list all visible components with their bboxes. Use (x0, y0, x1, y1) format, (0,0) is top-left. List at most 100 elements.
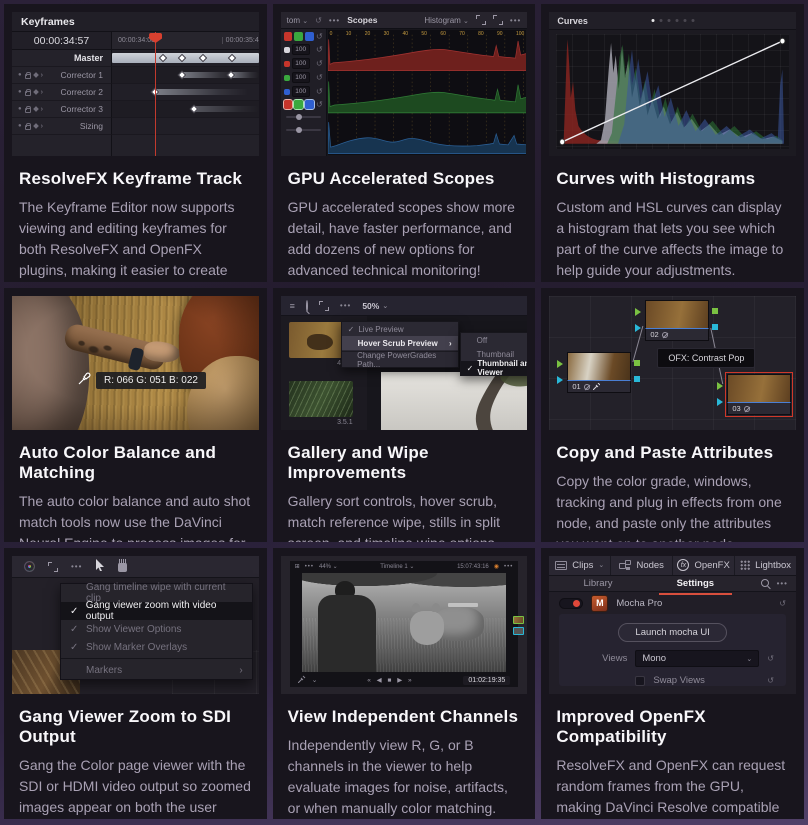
node-03-selected[interactable]: 03 (725, 372, 794, 417)
track-lane[interactable] (112, 101, 259, 118)
track-icons[interactable]: ● › (12, 122, 43, 130)
hand-tool-icon[interactable] (118, 558, 128, 572)
menu-item-show-viewer-options[interactable]: ✓ Show Viewer Options (70, 623, 182, 635)
track-row-corrector3[interactable]: ● › Corrector 3 (12, 101, 259, 118)
options-icon[interactable]: ••• (504, 563, 514, 570)
color-wheel-icon[interactable] (24, 561, 35, 572)
curves-page-dots[interactable] (651, 19, 695, 22)
track-row-corrector2[interactable]: ● › Corrector 2 (12, 84, 259, 101)
search-icon[interactable] (760, 578, 769, 587)
green-chip[interactable] (283, 74, 290, 81)
chevron-down-icon[interactable]: ⌄ (311, 677, 318, 684)
playhead-line[interactable] (155, 32, 157, 156)
rgb-output-connector[interactable] (634, 360, 641, 366)
track-lane-master[interactable] (112, 50, 259, 67)
reset-icon[interactable]: ↺ (315, 45, 323, 54)
keyframes-ruler[interactable]: 00:00:34:57 00:00:34:08 00:00:35:46 (12, 32, 259, 50)
chevron-right-icon[interactable]: › (40, 88, 43, 96)
enable-dot-icon[interactable]: ● (18, 89, 22, 95)
curve-editor[interactable] (556, 34, 789, 149)
search-icon[interactable] (305, 299, 308, 312)
pop-out-icon[interactable] (475, 15, 486, 25)
keyframe-mode-icon[interactable] (32, 72, 39, 78)
bypass-icon[interactable] (743, 405, 750, 412)
lock-icon[interactable] (24, 105, 31, 113)
menu-item-hover-scrub[interactable]: Hover Scrub Preview › (341, 336, 458, 350)
rgb-input-connector[interactable] (717, 382, 724, 390)
bypass-icon[interactable] (661, 331, 668, 338)
swap-views-checkbox[interactable] (635, 675, 646, 686)
chevron-right-icon[interactable]: › (40, 105, 43, 113)
curve-point[interactable] (779, 37, 786, 45)
key-input-connector[interactable] (557, 376, 564, 384)
rgb-output-connector[interactable] (712, 308, 719, 314)
reset-icon[interactable]: ↺ (315, 32, 323, 41)
subtab-library[interactable]: Library (583, 577, 613, 589)
options-icon[interactable]: ••• (509, 15, 522, 25)
options-icon[interactable]: ••• (776, 578, 788, 588)
luma-value[interactable]: 100 (291, 44, 310, 55)
options-icon[interactable]: ••• (304, 563, 314, 570)
tab-nodes[interactable]: Nodes (611, 556, 674, 575)
tab-openfx[interactable]: fx OpenFX (673, 556, 736, 575)
red-channel-chip[interactable] (283, 32, 293, 41)
track-label-corrector1[interactable]: ● › Corrector 1 (12, 67, 112, 84)
menu-item-show-marker-overlays[interactable]: ✓ Show Marker Overlays (70, 641, 188, 653)
menu-item-gang-timeline-wipe[interactable]: Gang timeline wipe with current clip (85, 582, 226, 604)
refresh-icon[interactable]: ↺ (315, 15, 322, 25)
views-dropdown[interactable]: Mono ⌄ (635, 650, 760, 667)
subtab-settings-active[interactable]: Settings (647, 578, 744, 595)
lock-icon[interactable] (24, 88, 31, 96)
menu-item-live-preview[interactable]: ✓ Live Preview (347, 324, 404, 334)
track-icons[interactable]: ● › (12, 88, 43, 96)
scope-type-dropdown[interactable]: tom ⌄ (286, 15, 309, 25)
track-lane[interactable] (112, 84, 259, 101)
track-lane[interactable] (112, 118, 259, 135)
track-row-corrector1[interactable]: ● › Corrector 1 (12, 67, 259, 84)
red-value[interactable]: 100 (291, 58, 310, 69)
playhead-marker[interactable] (149, 33, 163, 43)
blue-chip[interactable] (283, 88, 290, 95)
red-toggle-chip[interactable] (282, 99, 294, 110)
track-icons[interactable]: ● › (12, 71, 43, 79)
expand-icon[interactable] (318, 300, 329, 311)
playback-controls[interactable]: « ◀ ■ ▶ » (367, 677, 414, 684)
curve-point[interactable] (559, 138, 566, 146)
luma-chip[interactable] (283, 46, 290, 53)
launch-mocha-button[interactable]: Launch mocha UI (618, 623, 727, 642)
green-channel-chip[interactable] (294, 32, 304, 41)
still-thumbnail[interactable] (288, 381, 353, 417)
enable-dot-icon[interactable]: ● (18, 123, 22, 129)
reset-icon[interactable]: ↺ (315, 73, 323, 82)
color-wheel-mini-icon[interactable]: ◉ (493, 564, 500, 570)
reset-icon[interactable]: ↺ (315, 59, 323, 68)
blue-toggle-chip[interactable] (304, 99, 315, 110)
keyframe-mode-icon[interactable] (32, 89, 39, 95)
red-chip[interactable] (283, 60, 290, 67)
histogram-mode-dropdown[interactable]: Histogram ⌄ (424, 15, 469, 25)
zoom-dropdown[interactable]: 50% ⌄ (362, 300, 389, 311)
reset-icon[interactable]: ↺ (767, 654, 774, 663)
tab-clips[interactable]: Clips ⌄ (549, 556, 612, 575)
key-output-connector[interactable] (634, 376, 641, 382)
blue-channel-chip[interactable] (305, 32, 314, 41)
reset-icon[interactable]: ↺ (767, 676, 774, 685)
key-input-connector[interactable] (635, 324, 642, 332)
track-label-master[interactable]: Master (12, 50, 112, 67)
zoom-dropdown[interactable]: 44% ⌄ (319, 564, 338, 570)
enable-dot-icon[interactable]: ● (18, 72, 22, 78)
enhanced-viewer-icon[interactable] (48, 561, 58, 572)
blue-value[interactable]: 100 (291, 86, 310, 97)
track-icons[interactable]: ● › (12, 105, 43, 113)
reset-icon[interactable]: ↺ (315, 87, 323, 96)
timeline-ruler[interactable]: 00:00:34:08 00:00:35:46 (112, 32, 259, 49)
menu-item-markers[interactable]: Markers › (86, 664, 243, 676)
submenu-item-thumbnail-viewer[interactable]: ✓Thumbnail and Viewer (460, 359, 528, 377)
submenu-item-thumbnail[interactable]: Thumbnail (476, 349, 515, 359)
tab-lightbox[interactable]: Lightbox (735, 556, 796, 575)
track-label-sizing[interactable]: ● › Sizing (12, 118, 112, 135)
plugin-enable-toggle[interactable] (559, 597, 584, 609)
eyedropper-icon[interactable] (297, 675, 306, 685)
options-icon[interactable]: ••• (339, 301, 352, 310)
submenu-item-off[interactable]: Off (476, 335, 488, 345)
